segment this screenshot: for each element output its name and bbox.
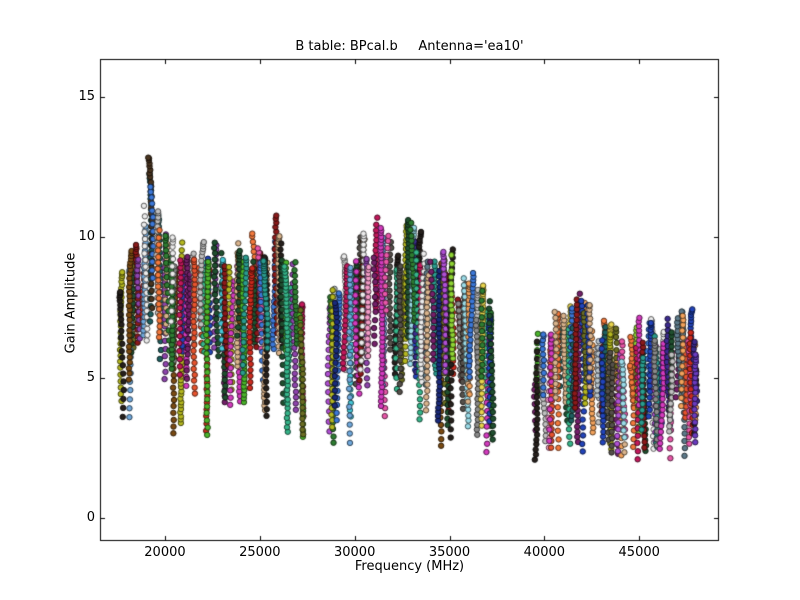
y-tick-label: 10 [78, 229, 95, 245]
y-tick-label: 15 [78, 88, 95, 104]
x-tick-label: 25000 [239, 545, 281, 560]
x-tick-label: 45000 [618, 545, 660, 560]
y-tick-label: 0 [86, 510, 95, 526]
x-tick-label: 35000 [428, 545, 471, 560]
x-tick-label: 40000 [523, 545, 566, 560]
x-axis-label: Frequency (MHz) [354, 559, 465, 574]
x-tick-label: 30000 [333, 545, 376, 560]
chart-title: B table: BPcal.b Antenna='ea10' [295, 39, 524, 54]
y-axis-label: Gain Amplitude [63, 252, 79, 354]
y-tick-label: 5 [86, 369, 95, 385]
x-tick-label: 20000 [144, 545, 186, 560]
